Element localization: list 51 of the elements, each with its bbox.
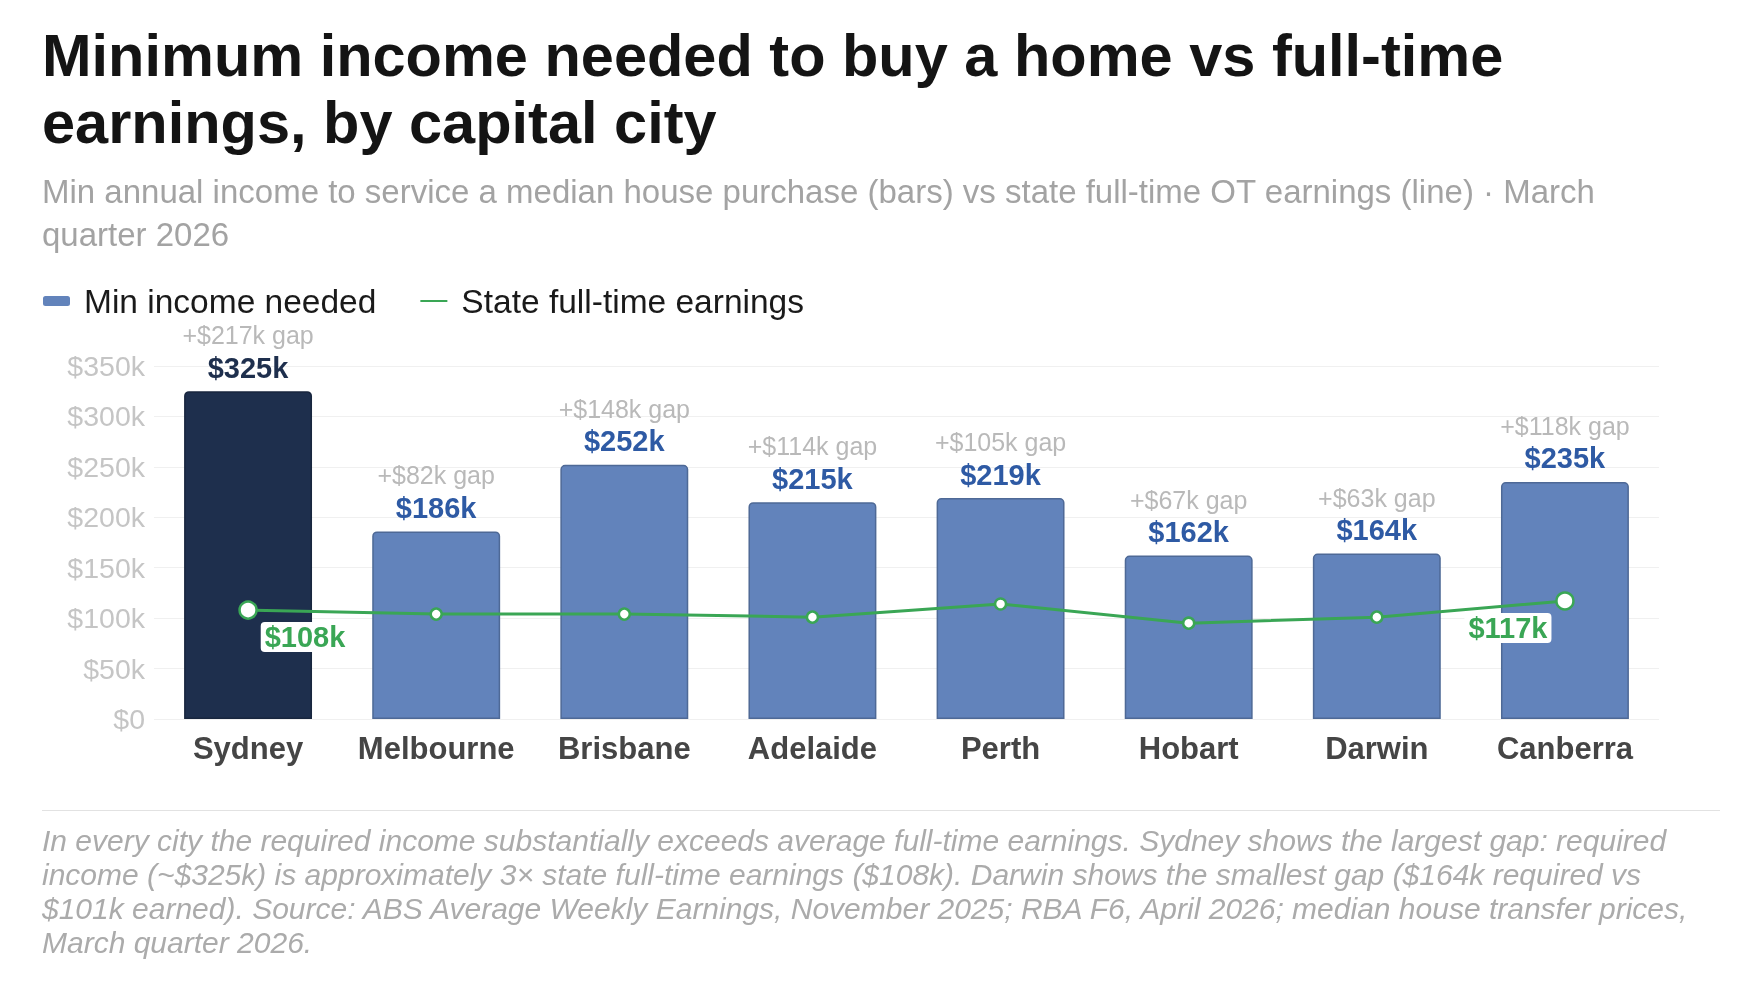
point: [1370, 610, 1384, 624]
bar: [372, 531, 501, 719]
bar: [1312, 553, 1441, 719]
annotation: +$82k gap: [377, 461, 495, 490]
bar: [748, 502, 877, 719]
annotation: +$105k gap: [934, 428, 1067, 457]
data-label: $108k: [264, 621, 347, 654]
x-tick-label: Darwin: [1325, 731, 1429, 766]
legend-label: Min income needed: [84, 282, 377, 320]
annotation: +$63k gap: [1318, 483, 1436, 512]
annotation: +$118k gap: [1500, 411, 1630, 440]
annotation: +$217k gap: [182, 321, 314, 350]
y-tick-label: $100k: [67, 602, 146, 635]
legend-label: State full-time earnings: [461, 282, 804, 320]
annotation: +$114k gap: [747, 432, 878, 461]
point: [617, 607, 632, 621]
y-tick-label: $250k: [67, 450, 146, 483]
chart-title: Minimum income needed to buy a home vs full-time earnings, by capital city: [42, 22, 1505, 156]
bar: [936, 498, 1065, 719]
data-label: $162k: [1148, 516, 1230, 549]
data-label: $164k: [1336, 514, 1418, 547]
point: [993, 597, 1008, 611]
x-tick-label: Sydney: [192, 731, 304, 766]
data-label: $215k: [772, 462, 854, 495]
y-tick-label: $50k: [83, 652, 146, 685]
y-tick-label: $0: [113, 703, 145, 735]
x-tick-label: Adelaide: [747, 731, 878, 766]
chart-subtitle: Min annual income to service a median house purchase (bars) vs state full-time OT earnings (line) · March quarter 2026: [42, 172, 1596, 255]
data-label: $186k: [395, 491, 478, 524]
x-tick-label: Hobart: [1138, 731, 1239, 766]
data-label: $235k: [1524, 442, 1607, 475]
point: [1181, 616, 1196, 630]
bar: [560, 464, 689, 719]
data-label: $325k: [207, 351, 290, 384]
point: [805, 610, 820, 624]
data-label: $117k: [1468, 612, 1549, 644]
point: [429, 607, 443, 621]
annotation: +$148k gap: [558, 394, 690, 423]
x-tick-label: Perth: [960, 731, 1041, 766]
y-tick-label: $200k: [67, 501, 146, 534]
text: In every city the required income substantially exceeds average full-time earnings. Sydney shows the largest gap: required income (~$325k) is approximately 3× state full-time earnings ($108k). Darwin shows the smallest gap ($164k required vs $101k earned). Source: ABS Average Weekly Earnings, November 2025; RBA F6, April 2026; median house transfer prices, March quarter 2026.: [42, 824, 1689, 960]
x-tick-label: Canberra: [1496, 731, 1634, 766]
bar: [1124, 555, 1253, 719]
data-label: $252k: [583, 425, 666, 458]
annotation: +$67k gap: [1129, 485, 1248, 514]
x-tick-label: Brisbane: [557, 731, 691, 766]
y-tick-label: $350k: [67, 350, 146, 382]
y-tick-label: $300k: [67, 400, 146, 433]
x-tick-label: Melbourne: [357, 731, 515, 766]
data-label: $219k: [960, 458, 1042, 491]
y-tick-label: $150k: [67, 551, 146, 584]
